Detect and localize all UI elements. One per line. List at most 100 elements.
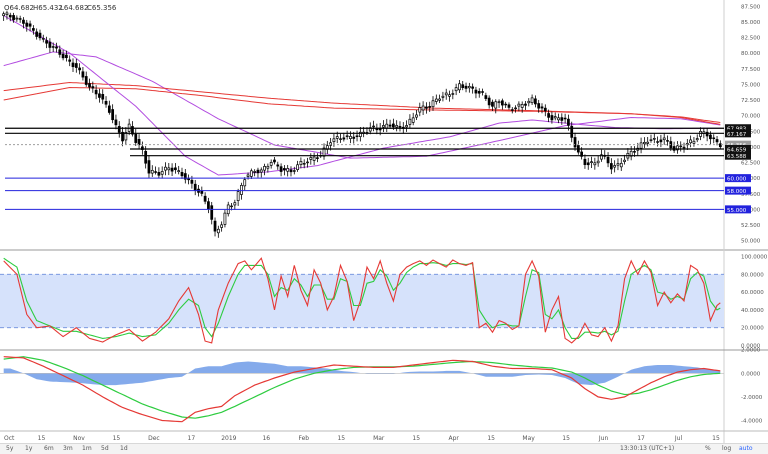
- candle-body: [137, 139, 141, 146]
- candle-body: [494, 101, 498, 109]
- candle-body: [705, 131, 709, 137]
- candle-body: [411, 117, 415, 123]
- candle-body: [563, 117, 567, 120]
- candle-body: [22, 19, 25, 24]
- macd-pane: 2.0000 0.0000 -2.0000 -4.0000: [0, 348, 763, 425]
- timeframe-button[interactable]: 1y: [25, 445, 33, 452]
- timeframe-button[interactable]: 5y: [6, 445, 14, 452]
- candle-body: [425, 106, 428, 109]
- candle-body: [537, 103, 541, 109]
- candle-body: [388, 124, 392, 127]
- price-tick-label: 82.500: [741, 36, 761, 42]
- candle-body: [68, 59, 72, 62]
- candle-body: [266, 165, 270, 169]
- timeframe-button[interactable]: 3m: [63, 445, 73, 452]
- candle-body: [593, 162, 597, 166]
- candle-body: [385, 123, 389, 129]
- candle-body: [299, 161, 303, 166]
- macd-tick-label: -4.0000: [741, 419, 763, 425]
- candle-body: [550, 115, 554, 121]
- time-tick-label: 16: [262, 435, 270, 442]
- candle-body: [428, 106, 432, 108]
- candle-body: [32, 28, 35, 31]
- ohlc-close: C65.356: [87, 4, 117, 12]
- level-label-bg: [725, 205, 751, 214]
- level-label: 55.000: [727, 208, 747, 214]
- price-pane: 50.00052.50055.00057.50060.00062.50065.0…: [0, 0, 768, 443]
- level-label: 64.659: [727, 148, 747, 154]
- candle-body: [183, 173, 187, 180]
- candle-body: [78, 67, 81, 71]
- price-tick-label: 77.500: [741, 67, 761, 73]
- candle-body: [504, 103, 508, 106]
- candle-body: [434, 98, 438, 102]
- candle-body: [216, 228, 220, 234]
- ohlc-legend: O64.682 H65.432 L64.682 C65.356: [4, 4, 117, 12]
- candle-body: [458, 83, 461, 91]
- candle-body: [167, 167, 171, 171]
- macd-tick-label: 2.0000: [741, 348, 761, 354]
- scale-option-auto[interactable]: auto: [739, 445, 753, 452]
- timeframe-button[interactable]: 6m: [44, 445, 54, 452]
- candle-body: [207, 201, 210, 210]
- candle-body: [520, 104, 524, 108]
- candle-body: [656, 141, 659, 143]
- candle-body: [652, 137, 656, 140]
- scale-option-percent[interactable]: %: [705, 445, 711, 452]
- candle-body: [117, 126, 121, 133]
- candle-body: [223, 212, 227, 225]
- candle-body: [121, 131, 124, 142]
- candle-body: [164, 166, 167, 171]
- price-tick-label: 70.000: [741, 114, 761, 120]
- candle-body: [646, 141, 650, 144]
- candle-body: [431, 100, 435, 108]
- candle-body: [398, 126, 402, 128]
- candle-body: [101, 94, 105, 100]
- candle-body: [84, 76, 88, 85]
- time-axis: Oct 15 Nov 15 Dec 17 2019 16 Feb 15 Mar 15 Apr 15 May 1…: [0, 430, 768, 442]
- candle-body: [131, 126, 134, 135]
- candle-body: [405, 125, 408, 128]
- candle-body: [474, 89, 478, 94]
- candle-body: [639, 142, 643, 149]
- timeframe-button[interactable]: 1m: [82, 445, 92, 452]
- candle-body: [276, 164, 280, 167]
- candle-body: [481, 91, 484, 93]
- candle-body: [662, 137, 666, 141]
- candle-body: [507, 104, 511, 108]
- candle-body: [448, 94, 451, 97]
- time-tick-label: 17: [188, 435, 196, 442]
- candle-body: [243, 179, 247, 187]
- candle-body: [643, 142, 646, 145]
- candle-body: [491, 101, 494, 107]
- candle-body: [38, 32, 42, 39]
- candle-body: [517, 103, 521, 107]
- price-tick-label: 75.000: [741, 82, 761, 88]
- candle-body: [45, 40, 48, 44]
- candle-body: [65, 54, 68, 59]
- candle-body: [352, 136, 356, 139]
- candle-body: [230, 205, 233, 208]
- candle-body: [695, 138, 699, 141]
- candle-body: [557, 117, 560, 121]
- candle-body: [98, 93, 101, 98]
- timeframe-button[interactable]: 5d: [101, 445, 109, 452]
- candle-body: [487, 97, 491, 106]
- candle-body: [177, 170, 181, 172]
- candle-body: [8, 14, 12, 18]
- candle-body: [500, 100, 504, 106]
- candle-body: [61, 53, 65, 59]
- candle-body: [170, 167, 174, 172]
- price-tick-label: 50.000: [741, 239, 761, 245]
- candle-body: [685, 143, 689, 146]
- level-label: 60.000: [727, 177, 747, 183]
- candle-body: [514, 107, 517, 110]
- candle-body: [464, 85, 468, 89]
- candle-body: [543, 107, 547, 112]
- candle-body: [55, 46, 58, 49]
- scale-option-log[interactable]: log: [722, 445, 732, 452]
- time-tick-label: Jun: [598, 435, 609, 442]
- price-tick-label: 62.500: [741, 161, 761, 167]
- timeframe-button[interactable]: 1d: [120, 445, 128, 452]
